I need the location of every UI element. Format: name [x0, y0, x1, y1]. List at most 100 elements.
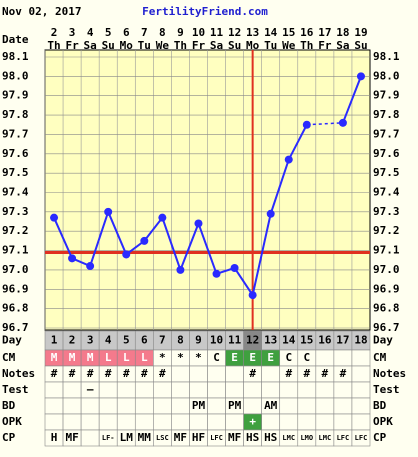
cell [333, 381, 353, 399]
cell [225, 381, 244, 399]
cell-text: # [105, 367, 112, 380]
cell-text: – [87, 383, 94, 396]
cell-text: 10 [210, 334, 223, 347]
cell [297, 381, 317, 399]
cell-text: LSC [156, 434, 169, 442]
y-tick-label-right: 97.4 [373, 186, 400, 199]
temp-point [158, 213, 167, 222]
site-name: FertilityFriend.com [142, 5, 268, 18]
date-label: 14 [264, 26, 278, 39]
weekday-label: Tu [264, 39, 277, 52]
cell [44, 413, 64, 431]
cell-text: # [159, 367, 166, 380]
cell [116, 413, 136, 431]
y-tick-label-right: 97.7 [373, 127, 400, 140]
temp-point [68, 254, 77, 263]
date-label: 7 [141, 26, 148, 39]
cell-text: # [87, 367, 94, 380]
weekday-label: Th [47, 39, 60, 52]
cell-text: C [303, 351, 310, 364]
cell [207, 413, 226, 431]
date-label: 2 [51, 26, 58, 39]
cell [98, 397, 118, 415]
row-label-right: OPK [373, 415, 393, 428]
cell-text: LMO [300, 434, 313, 442]
cell [315, 381, 335, 399]
y-tick-label-right: 97.3 [373, 205, 400, 218]
cell-text: 18 [354, 334, 367, 347]
cell [171, 397, 190, 415]
cell [279, 397, 299, 415]
cell-text: MF [65, 431, 78, 444]
y-tick-label: 97.4 [2, 186, 29, 199]
cell [225, 365, 244, 383]
date-label: 6 [123, 26, 130, 39]
temp-point [122, 250, 131, 259]
cell-text: 7 [159, 334, 166, 347]
cell-text: 16 [318, 334, 332, 347]
cell [134, 381, 154, 399]
cell-text: # [322, 367, 329, 380]
temp-point [86, 262, 95, 271]
y-tick-label: 97.5 [2, 166, 29, 179]
y-tick-label: 97.0 [2, 263, 29, 276]
weekday-label: Su [228, 39, 241, 52]
cell [351, 349, 371, 367]
cell-text: H [51, 431, 58, 444]
cell-text: PM [192, 399, 206, 412]
row-label-right: CM [373, 351, 387, 364]
weekday-label: Mo [120, 39, 134, 52]
temp-point [338, 118, 347, 127]
y-tick-label-right: 97.9 [373, 89, 400, 102]
weekday-label: Su [354, 39, 367, 52]
temp-point [176, 265, 185, 274]
cell-text: 17 [336, 334, 349, 347]
row-label: OPK [2, 415, 22, 428]
cell [80, 413, 100, 431]
cell-text: MF [228, 431, 241, 444]
temp-point [266, 209, 275, 218]
y-tick-label: 97.3 [2, 205, 29, 218]
date-label: 3 [69, 26, 76, 39]
cell [62, 381, 82, 399]
row-label: BD [2, 399, 16, 412]
cell [351, 413, 371, 431]
cell-text: M [51, 351, 58, 364]
weekday-label: Fr [192, 39, 206, 52]
cell-text: # [249, 367, 256, 380]
cell [315, 413, 335, 431]
cell [279, 413, 299, 431]
cell [98, 413, 118, 431]
cell-text: E [231, 351, 238, 364]
gap-bridge [306, 122, 343, 126]
row-label-right: Notes [373, 367, 406, 380]
cell-text: * [177, 351, 184, 364]
cell [297, 413, 317, 431]
y-tick-label-right: 97.2 [373, 224, 400, 237]
date-label: 15 [282, 26, 295, 39]
cell [171, 381, 190, 399]
temp-point [194, 219, 203, 228]
cell-text: M [87, 351, 94, 364]
cell [333, 349, 353, 367]
cell [315, 349, 335, 367]
cell-text: 12 [246, 334, 259, 347]
cell-text: MM [138, 431, 152, 444]
cell-text: 5 [123, 334, 130, 347]
y-tick-label-right: 98.1 [373, 50, 400, 63]
cell [134, 397, 154, 415]
cell [279, 381, 299, 399]
y-tick-label-right: 96.9 [373, 282, 400, 295]
cell [153, 413, 172, 431]
cell [333, 413, 353, 431]
cell-text: 8 [177, 334, 184, 347]
weekday-label: Su [102, 39, 115, 52]
y-tick-label-right: 97.8 [373, 108, 400, 121]
cell-text: LFC [210, 434, 223, 442]
cell [171, 365, 190, 383]
cell-text: + [249, 415, 256, 428]
cell-text: # [51, 367, 58, 380]
cell [261, 365, 281, 383]
row-label: Day [2, 334, 22, 347]
